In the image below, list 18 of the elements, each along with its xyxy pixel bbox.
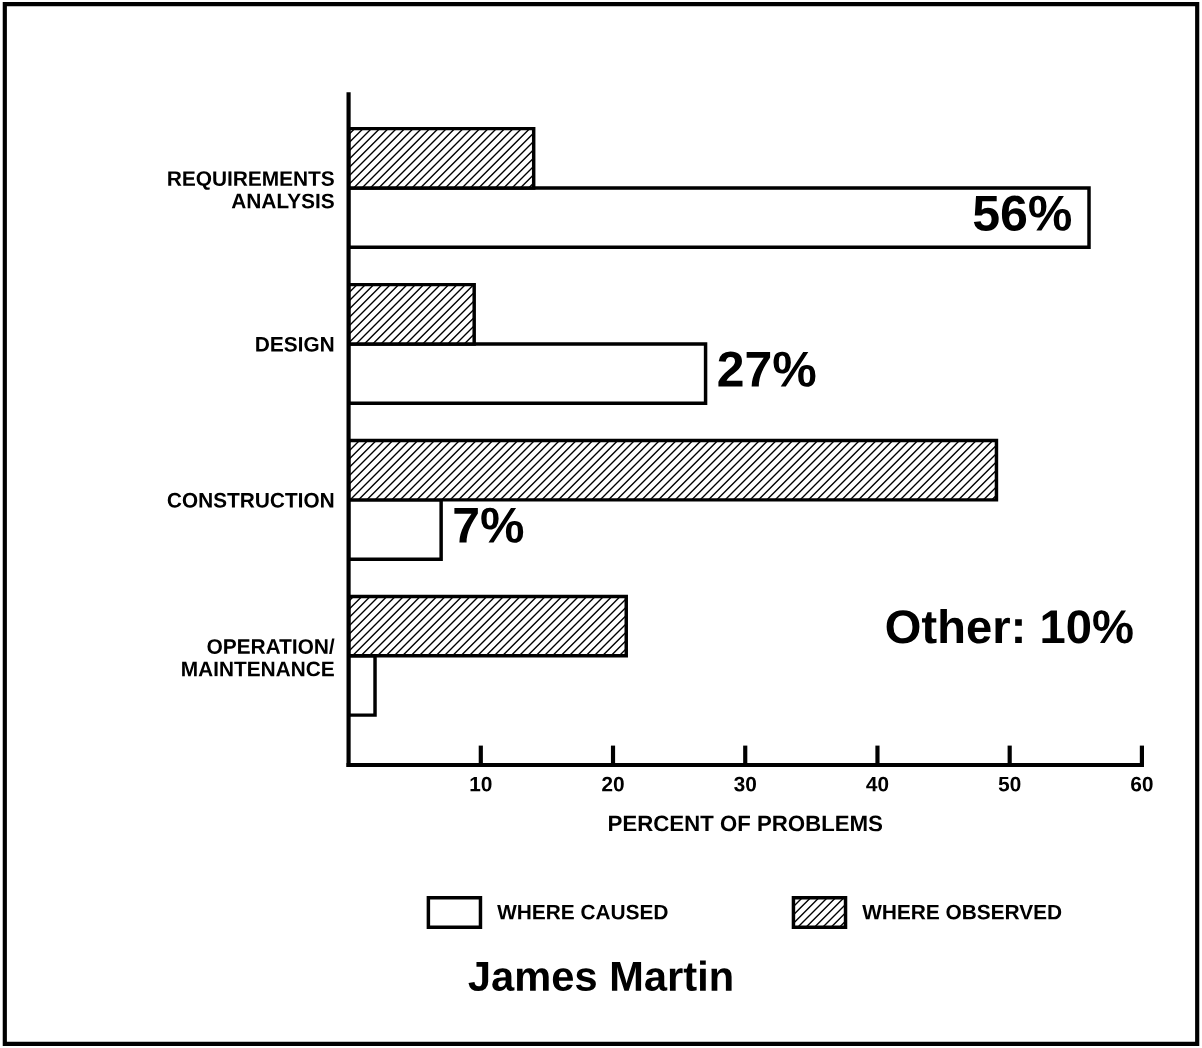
data-label: 56% <box>973 195 1072 231</box>
y-tick-label: OPERATION/ MAINTENANCE <box>182 638 335 677</box>
y-tick-label: REQUIREMENTS ANALYSIS <box>168 171 334 209</box>
x-tick-label: 20 <box>602 776 624 792</box>
text: James Martin <box>468 960 732 992</box>
x-tick-label: 50 <box>998 776 1021 792</box>
x-axis-title: PERCENT OF PROBLEMS <box>609 815 883 832</box>
y-tick-label: DESIGN <box>256 336 334 352</box>
annotation: Other: 10% <box>886 608 1133 644</box>
data-label: 7% <box>454 507 524 543</box>
legend-label: WHERE CAUSED <box>497 904 668 920</box>
data-label: 27% <box>718 351 816 387</box>
y-tick-label: CONSTRUCTION <box>167 492 334 508</box>
x-tick-label: 30 <box>734 776 756 792</box>
x-tick-label: 40 <box>866 776 889 792</box>
x-tick-label: 60 <box>1131 776 1153 792</box>
x-tick-label: 10 <box>470 776 492 792</box>
legend-label: WHERE OBSERVED <box>862 904 1062 920</box>
